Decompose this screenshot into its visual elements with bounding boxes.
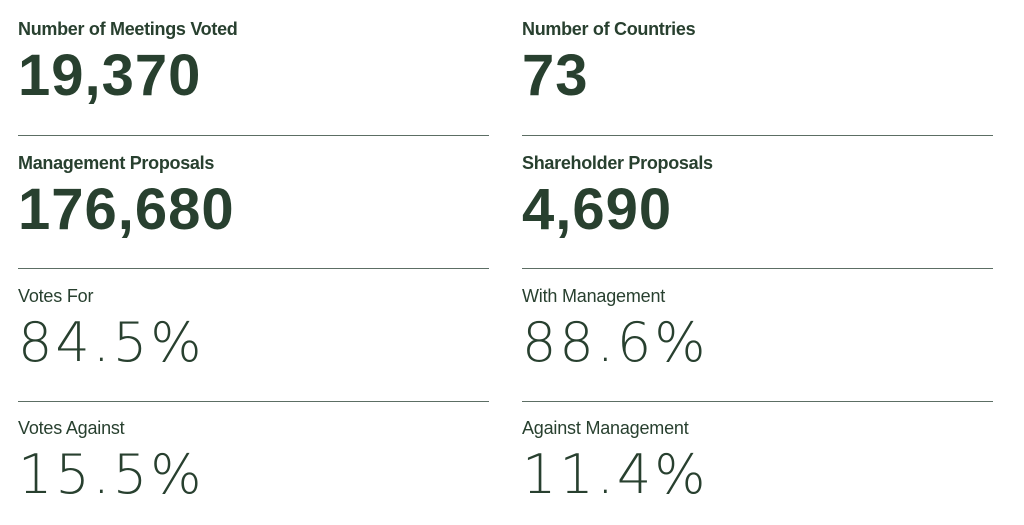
divider bbox=[522, 135, 993, 136]
stat-management-proposals: Management Proposals 176,680 bbox=[18, 152, 489, 242]
stat-value: 11.4% bbox=[522, 443, 709, 506]
stat-value: 176,680 bbox=[18, 177, 235, 242]
stat-value: 15.5% bbox=[18, 443, 205, 506]
divider bbox=[18, 401, 489, 402]
stat-label: With Management bbox=[522, 286, 666, 306]
stat-against-management: Against Management 11.4% bbox=[522, 417, 993, 505]
stat-value: 73 bbox=[522, 43, 589, 108]
stat-label: Votes For bbox=[18, 286, 94, 306]
divider bbox=[18, 135, 489, 136]
stat-meetings-voted: Number of Meetings Voted 19,370 bbox=[18, 18, 489, 108]
stat-votes-against: Votes Against 15.5% bbox=[18, 417, 489, 505]
stat-value: 19,370 bbox=[18, 43, 202, 108]
stat-countries: Number of Countries 73 bbox=[522, 18, 993, 108]
stat-label: Number of Countries bbox=[522, 19, 696, 39]
stat-shareholder-proposals: Shareholder Proposals 4,690 bbox=[522, 152, 993, 242]
stat-value: 4,690 bbox=[522, 177, 673, 242]
stat-value: 84.5% bbox=[18, 311, 205, 374]
stat-label: Number of Meetings Voted bbox=[18, 19, 238, 39]
stat-label: Management Proposals bbox=[18, 153, 215, 173]
stat-label: Against Management bbox=[522, 418, 689, 438]
stat-votes-for: Votes For 84.5% bbox=[18, 285, 489, 373]
divider bbox=[522, 401, 993, 402]
stat-label: Shareholder Proposals bbox=[522, 153, 713, 173]
divider bbox=[18, 268, 489, 269]
divider bbox=[522, 268, 993, 269]
stat-label: Votes Against bbox=[18, 418, 125, 438]
stat-value: 88.6% bbox=[522, 311, 709, 374]
stat-with-management: With Management 88.6% bbox=[522, 285, 993, 373]
